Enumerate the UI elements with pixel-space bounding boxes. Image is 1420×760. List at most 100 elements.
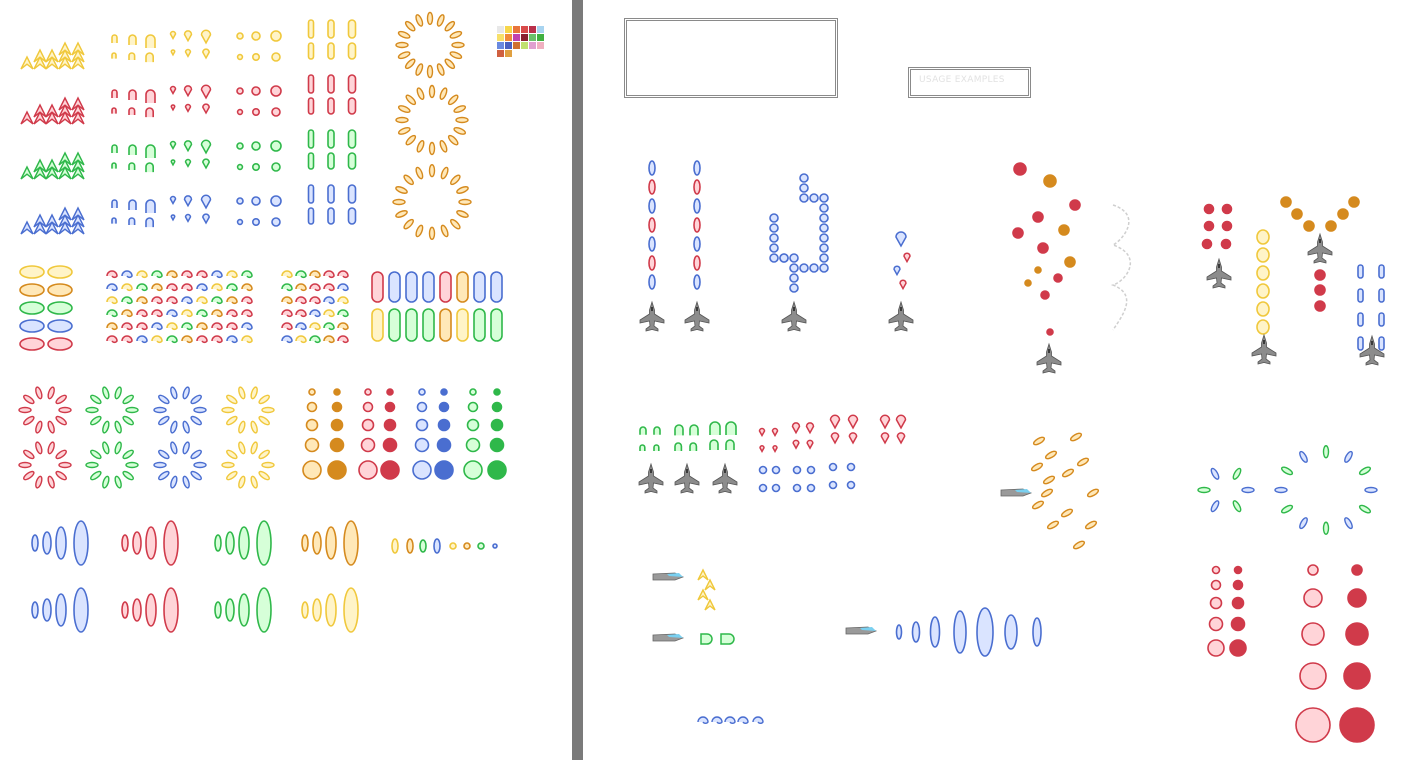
arch-bullet <box>128 199 137 210</box>
flame-bullet-body <box>426 64 434 79</box>
fireball-bullet <box>1043 174 1057 188</box>
flame-bullet <box>182 441 190 455</box>
flame-bullet-body <box>458 198 472 206</box>
orb-bullet <box>236 197 244 205</box>
orb-bullet <box>809 263 819 273</box>
swirl-bullet <box>121 296 133 305</box>
chevron-bullet <box>704 598 716 611</box>
capsule-bullet <box>55 593 67 627</box>
flame-bullet-body <box>447 134 459 146</box>
capsule-bullet <box>343 587 359 633</box>
swirl-bullet <box>337 283 349 292</box>
orb-bullet <box>440 388 448 396</box>
flame-bullet <box>416 140 425 153</box>
flame-bullet-body <box>250 475 258 489</box>
bullet-sprite-sheet <box>18 11 544 633</box>
swirl-bullet <box>337 335 349 344</box>
pill-bullet <box>327 184 335 204</box>
orb-bullet <box>1232 579 1244 591</box>
flame-bullet <box>190 470 202 481</box>
flame-bullet <box>122 449 134 460</box>
chevron-bullet <box>45 103 59 118</box>
capsule-bullet <box>238 526 250 560</box>
flame-bullet-body <box>447 94 459 106</box>
egg-bullet <box>1256 229 1270 245</box>
flame-bullet-body <box>122 415 134 426</box>
jet-cockpit <box>1218 264 1220 268</box>
pill-bullet <box>327 74 335 94</box>
flame-bullet <box>403 174 414 186</box>
flame-bullet-body <box>456 210 469 218</box>
teardrop-bullet <box>202 103 210 115</box>
fireball-bullet <box>1337 208 1349 220</box>
flame-bullet-body <box>1210 500 1220 513</box>
orb-bullet <box>418 388 426 396</box>
orb-bullet <box>769 223 779 233</box>
pill-bullet <box>307 152 315 170</box>
capsule-bullet <box>256 587 272 633</box>
oval-bullet <box>47 319 73 333</box>
flame-bullet-body <box>102 441 110 455</box>
flame-bullet-body <box>397 126 411 135</box>
fireball-bullet <box>1013 162 1027 176</box>
orb-bullet <box>466 418 480 432</box>
flame-bullet-body <box>226 415 238 426</box>
teardrop-bullet <box>202 48 210 60</box>
flame-bullet-body <box>182 475 190 489</box>
flame-bullet <box>23 470 35 481</box>
jet-fighter-icon <box>712 462 738 494</box>
flame-bullet <box>450 218 461 230</box>
chevron-bullet <box>58 55 72 70</box>
capsule-bullet <box>911 621 921 643</box>
teardrop-bullet <box>184 48 192 58</box>
pill-bullet <box>307 184 315 204</box>
orb-bullet <box>438 401 450 413</box>
flame-bullet <box>221 461 235 469</box>
flame-bullet-body <box>250 386 258 400</box>
orb-bullet <box>491 401 503 413</box>
swirl-bullet <box>166 270 178 279</box>
orb-bullet <box>806 465 816 475</box>
pill-bullet <box>307 74 315 94</box>
flame-bullet-body <box>1344 517 1353 530</box>
flame-bullet <box>190 415 202 426</box>
fireball-bullet <box>1220 238 1232 250</box>
orb-bullet <box>819 233 829 243</box>
teardrop-bullet <box>169 195 177 206</box>
swirl-bullet <box>226 283 238 292</box>
teardrop-bullet <box>896 432 906 445</box>
palette-swatch <box>505 26 512 33</box>
orb-bullet <box>1231 596 1245 610</box>
swirl-bullet <box>136 322 148 331</box>
swirl-bullet <box>241 296 253 305</box>
flame-bullet <box>397 126 411 135</box>
flame-bullet <box>1232 467 1242 480</box>
swirl-bullet <box>309 283 321 292</box>
teardrop-bullet <box>771 427 779 438</box>
fireball-bullet <box>1203 220 1215 232</box>
arch-bullet <box>689 442 698 451</box>
capsule-bullet <box>55 526 67 560</box>
flame-bullet <box>238 475 246 489</box>
orb-bullet <box>771 483 781 493</box>
jet-hull <box>1036 342 1062 374</box>
flame-bullet <box>190 394 202 405</box>
flame-bullet <box>1299 517 1308 530</box>
flame-bullet <box>35 420 43 434</box>
oval-bullet <box>47 337 73 351</box>
flame-bullet-body <box>1358 466 1372 476</box>
teardrop-bullet <box>829 414 841 430</box>
flame-bullet-body <box>1060 508 1074 518</box>
flame-bullet <box>395 186 408 194</box>
capsule-bullet <box>163 520 179 566</box>
flame-bullet-body <box>1032 436 1046 446</box>
orb-bullet <box>465 437 481 453</box>
flame-bullet-body <box>18 406 32 414</box>
flame-bullet <box>238 386 246 400</box>
orb-bullet <box>809 193 819 203</box>
orb-bullet <box>463 460 483 480</box>
swirl-bullet <box>295 283 307 292</box>
orb-bullet <box>789 263 799 273</box>
capsule-bullet <box>391 538 399 554</box>
jet-cockpit <box>724 469 726 473</box>
